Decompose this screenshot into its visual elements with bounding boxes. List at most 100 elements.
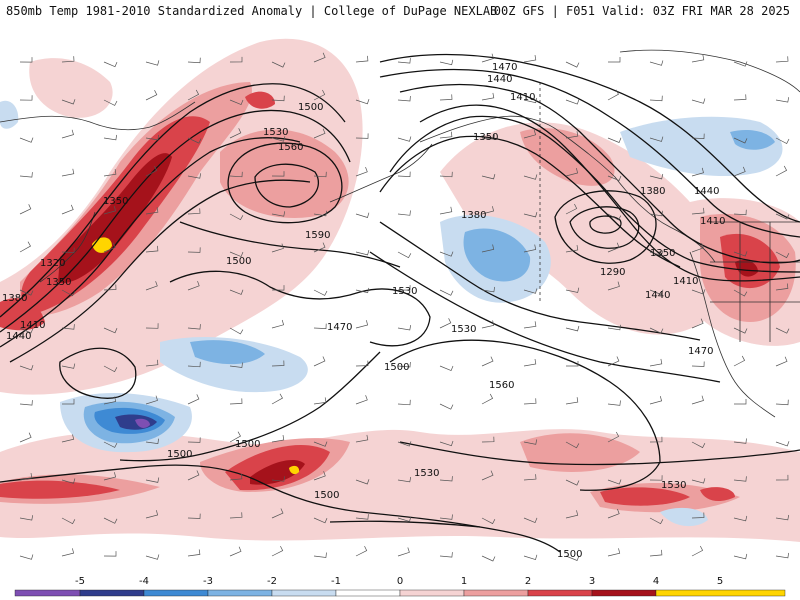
- wind-barb: [61, 204, 74, 215]
- contour-line: [399, 441, 800, 466]
- cool-anomaly-core: [190, 340, 265, 365]
- wind-barb: [145, 281, 158, 291]
- wind-barb: [145, 554, 160, 560]
- contour-line: [179, 221, 401, 268]
- wind-barb: [103, 169, 117, 177]
- wind-barb: [313, 89, 326, 101]
- wind-barb: [523, 174, 538, 180]
- colorbar-segment: [14, 589, 81, 597]
- wind-barb: [691, 395, 704, 405]
- contour-line: [389, 115, 800, 273]
- contour-line: [419, 104, 800, 282]
- wind-barb: [187, 361, 201, 368]
- wind-barb: [439, 318, 452, 329]
- wind-barb: [61, 168, 75, 177]
- colorbar-tick: -2: [267, 576, 277, 587]
- wind-barb: [229, 398, 243, 405]
- wind-barb: [649, 210, 663, 217]
- wind-barb: [649, 475, 663, 481]
- wind-barb: [733, 61, 748, 67]
- wind-barb: [775, 213, 790, 220]
- wind-barb: [19, 400, 33, 406]
- wind-barb: [145, 134, 159, 141]
- wind-barb: [523, 212, 538, 218]
- wind-barb: [145, 395, 158, 405]
- wind-barb: [313, 441, 328, 447]
- colorbar-segment: [463, 589, 529, 597]
- wind-barb: [145, 165, 158, 177]
- wind-barb: [439, 403, 454, 410]
- wind-barb: [19, 289, 34, 296]
- contour-label: 1380: [640, 186, 665, 197]
- wind-barb: [397, 136, 412, 142]
- aleutian-arc: [329, 143, 433, 203]
- wind-barb: [355, 545, 368, 557]
- wind-barb: [649, 549, 663, 557]
- contour-line: [389, 339, 661, 491]
- wind-barb: [229, 512, 243, 519]
- wind-barb: [649, 358, 663, 367]
- wind-barb: [229, 128, 242, 139]
- colorbar-segment: [79, 589, 145, 597]
- wind-barb: [187, 247, 201, 253]
- wind-barb: [733, 438, 747, 444]
- wind-barb: [61, 247, 75, 253]
- wind-barb: [313, 397, 327, 405]
- wind-barb: [481, 174, 496, 180]
- cool-anomaly-core: [463, 228, 531, 282]
- wind-barb: [103, 327, 118, 334]
- wind-barb: [733, 137, 748, 144]
- wind-barb: [271, 545, 284, 557]
- wind-barb: [229, 327, 244, 335]
- wind-barb: [187, 513, 201, 519]
- wind-barb: [103, 284, 117, 291]
- wind-barb: [649, 517, 664, 525]
- wind-barb: [187, 437, 201, 443]
- wind-barb: [607, 281, 620, 291]
- wind-barb: [565, 203, 578, 215]
- wind-barb: [775, 327, 790, 334]
- wind-barb: [355, 55, 369, 63]
- wind-barb: [61, 478, 76, 484]
- wind-barb: [355, 287, 370, 294]
- wind-barb: [61, 434, 75, 443]
- wind-barb: [271, 95, 285, 102]
- colorbar-tick: 2: [525, 576, 531, 587]
- wind-barb: [733, 289, 748, 297]
- contour-label: 1470: [327, 322, 352, 333]
- wind-barb: [691, 289, 706, 295]
- low-center-contour: [589, 215, 622, 234]
- wind-barb: [145, 60, 160, 66]
- wind-barb: [229, 473, 243, 481]
- contour-label: 1440: [487, 74, 512, 85]
- wind-barb: [481, 244, 495, 253]
- wind-barb: [145, 323, 159, 329]
- wind-barb: [61, 99, 76, 105]
- colorbar-segment: [399, 589, 465, 597]
- wind-barb: [481, 206, 495, 215]
- wind-barb: [607, 324, 621, 331]
- wind-barb: [607, 479, 622, 485]
- colorbar-tick: 1: [461, 576, 467, 587]
- wind-barb: [565, 510, 579, 519]
- wind-barb: [691, 98, 706, 104]
- wind-barb: [271, 476, 285, 482]
- wind-barb: [607, 431, 620, 443]
- wind-barb: [439, 59, 454, 66]
- wind-barb: [103, 472, 117, 481]
- cool-anomaly-region: [0, 100, 19, 129]
- wind-barb: [355, 320, 369, 329]
- wind-barb: [481, 555, 496, 562]
- low-center-contour: [569, 206, 640, 249]
- colorbar-tick: -5: [75, 576, 85, 587]
- wind-barb: [103, 134, 117, 141]
- wind-barb: [481, 356, 494, 367]
- wind-barb: [397, 547, 410, 557]
- wind-barb: [313, 289, 328, 296]
- wind-barb: [187, 57, 201, 64]
- colorbar-tick: -1: [331, 576, 341, 587]
- extreme-cold-spot: [135, 418, 150, 428]
- warm-anomaly-core: [0, 480, 120, 499]
- contour-label: 1350: [473, 132, 498, 143]
